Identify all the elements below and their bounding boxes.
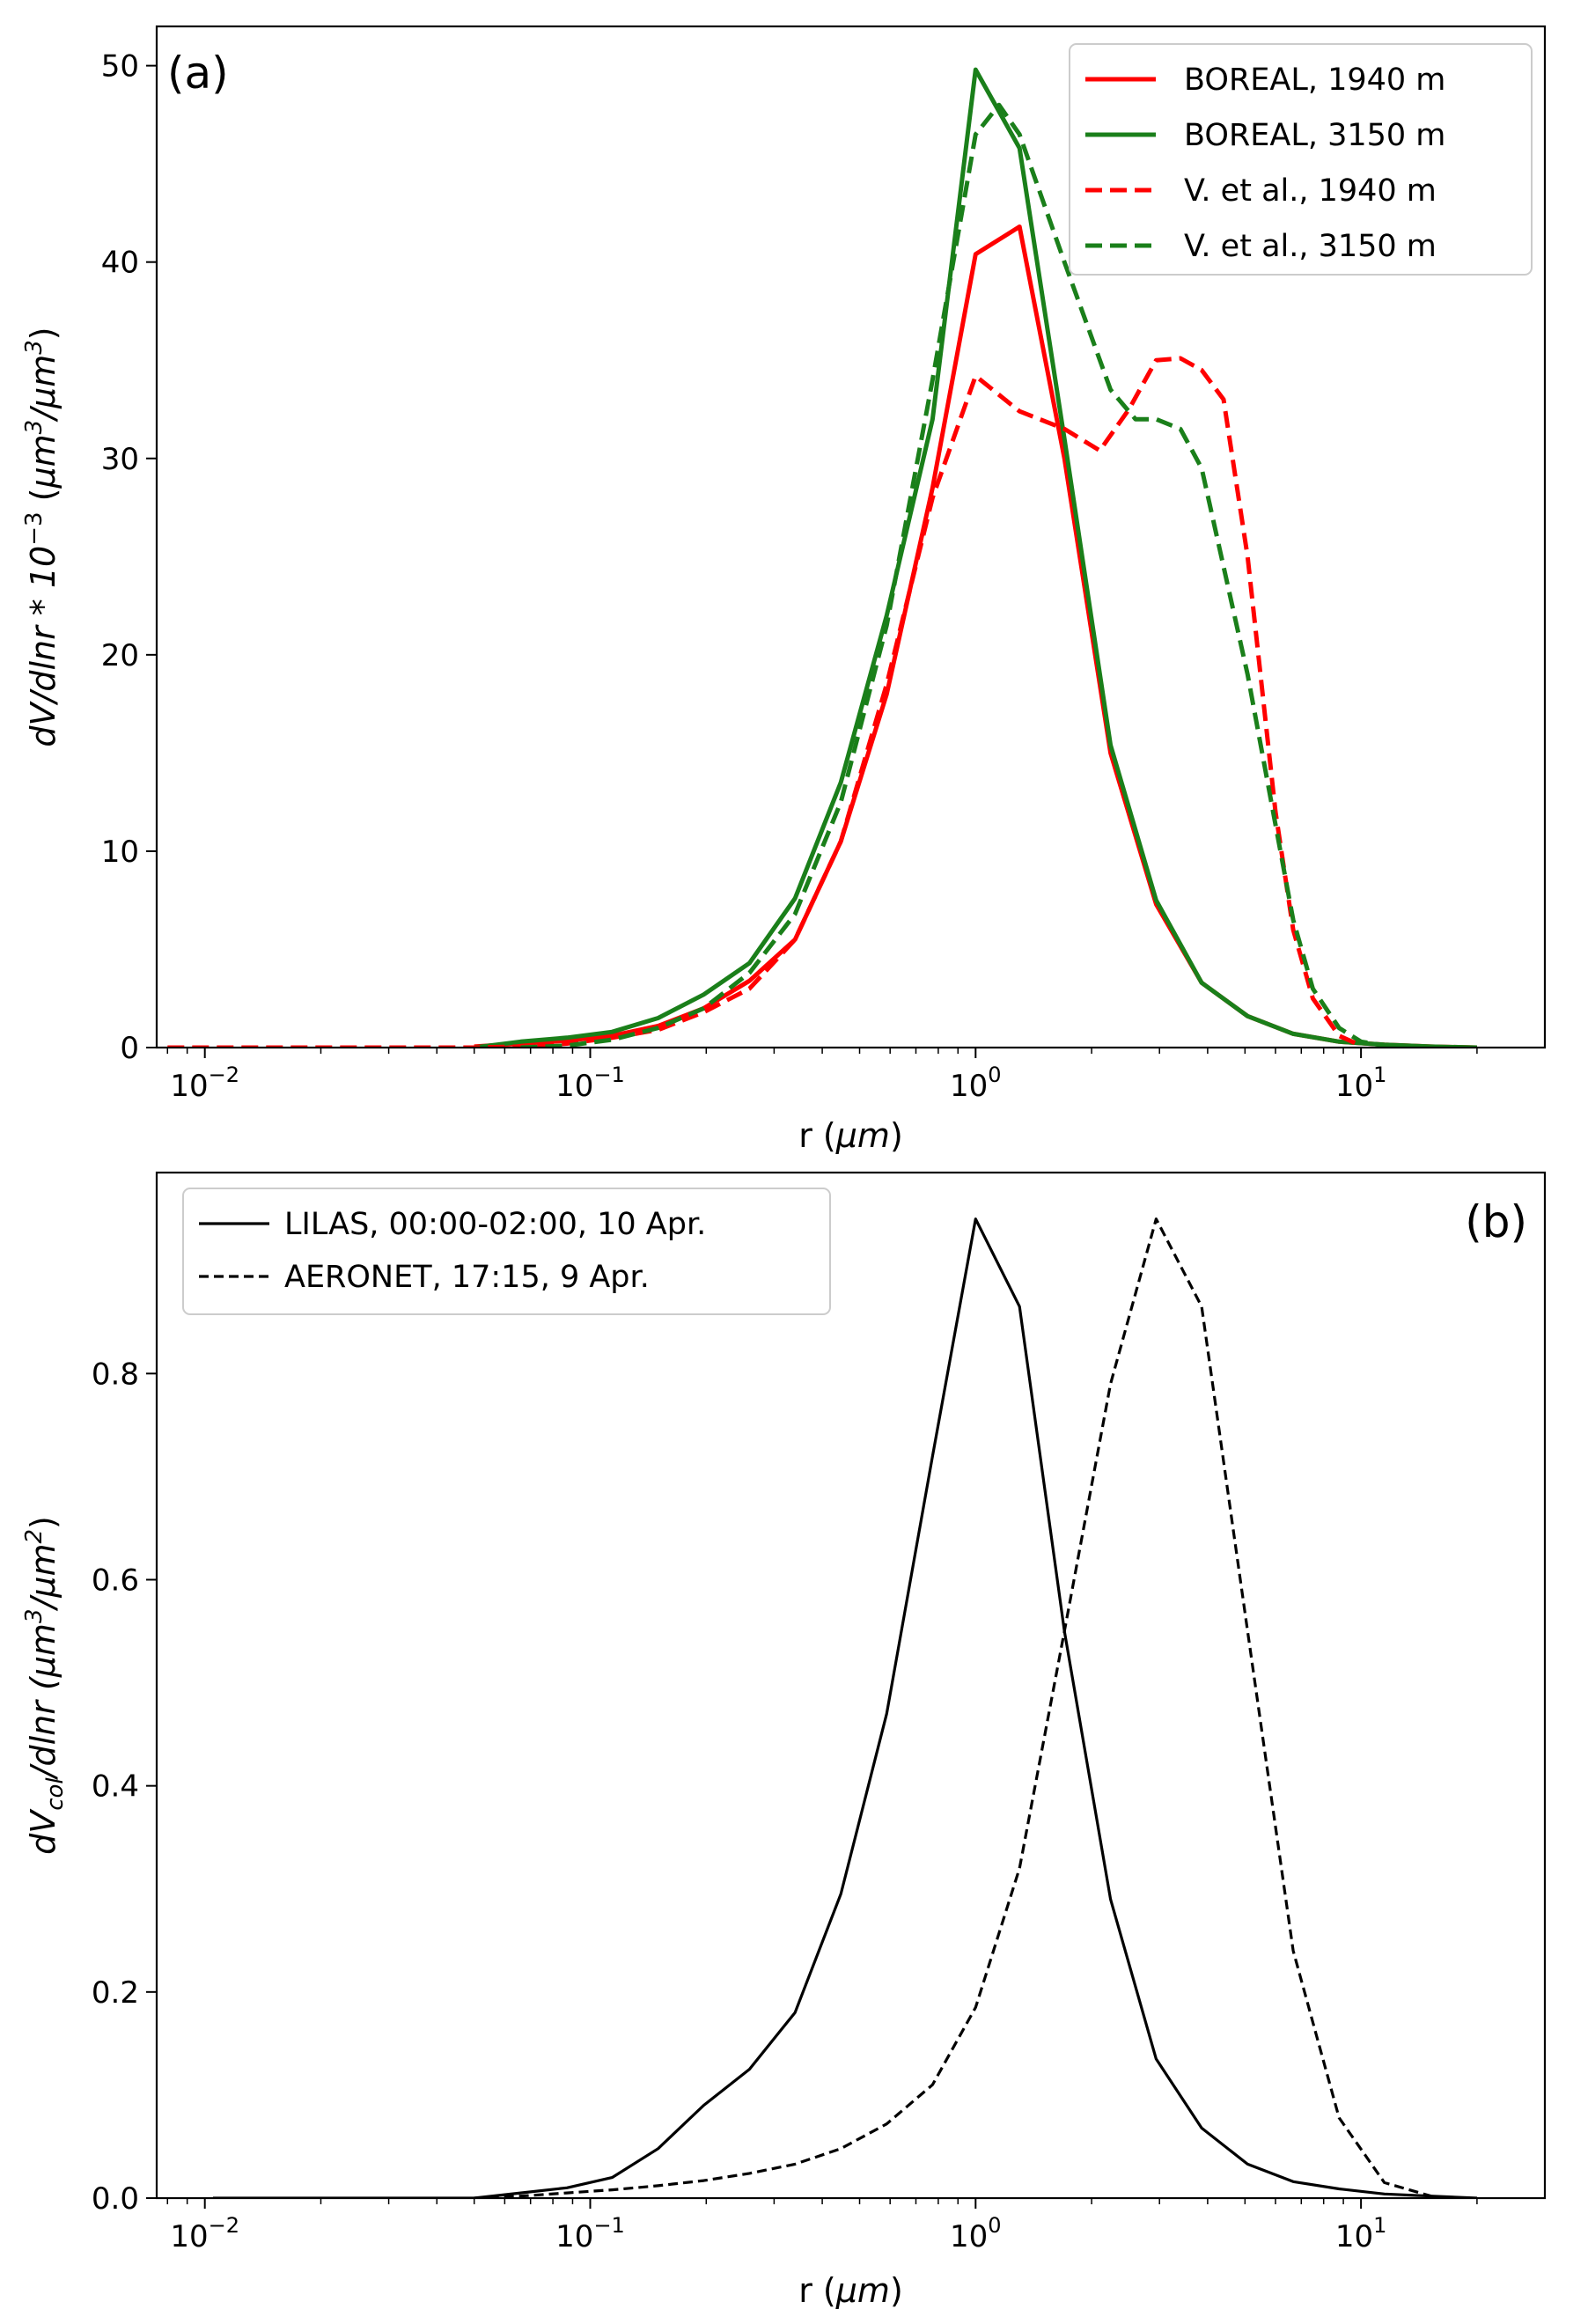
panel-a-series-line-2 xyxy=(474,67,1477,1048)
panel-b-series-group xyxy=(213,1217,1477,2198)
panel-b-x-tick-label-1: 10−2 xyxy=(170,2213,239,2254)
panel-b-chart: 10−2 10−1 100 101 0.0 0.2 0.4 0.6 0.8 r (μm) dVcol… xyxy=(21,1171,1547,2310)
panel-a-y-tick-label-1: 0 xyxy=(120,1031,139,1066)
panel-b-y-axis-label: dVcol/dlnr (μm3/μm2) xyxy=(21,1516,69,1855)
panel-a-axes-frame xyxy=(155,25,1547,1049)
panel-a-x-tick-label-2: 10−1 xyxy=(555,1063,625,1104)
panel-a-y-tick-label-6: 50 xyxy=(101,49,139,85)
panel-a-x-tick-label-1: 10−2 xyxy=(170,1063,239,1104)
panel-a-x-tick-label-3: 100 xyxy=(950,1063,1002,1104)
panel-a-y-tick-label-4: 30 xyxy=(101,442,139,477)
panel-a-y-tick-label-2: 10 xyxy=(101,835,139,870)
panel-a-legend-label-1: BOREAL, 1940 m xyxy=(1184,63,1445,98)
panel-b-series-line-2 xyxy=(474,1217,1432,2198)
panel-a-y-tick-label-5: 40 xyxy=(101,246,139,281)
panel-b-x-tick-label-4: 101 xyxy=(1335,2213,1387,2254)
panel-b-panel-label: (b) xyxy=(1465,1196,1527,1247)
panel-b-y-tick-label-3: 0.4 xyxy=(92,1769,139,1805)
panel-b-y-tick-label-1: 0.0 xyxy=(92,2181,139,2217)
panel-a-legend: BOREAL, 1940 m BOREAL, 3150 m V. et al., 1… xyxy=(1069,43,1533,276)
panel-b-y-tick-label-5: 0.8 xyxy=(92,1357,139,1392)
panel-a-legend-label-4: V. et al., 3150 m xyxy=(1184,229,1437,264)
panel-b-axes-frame xyxy=(155,1171,1547,2200)
panel-b-legend-label-1: LILAS, 00:00-02:00, 10 Apr. xyxy=(284,1207,706,1242)
panel-b-y-tick-label-4: 0.6 xyxy=(92,1563,139,1598)
panel-a-panel-label: (a) xyxy=(167,48,229,99)
panel-b-legend-label-2: AERONET, 17:15, 9 Apr. xyxy=(284,1260,650,1295)
panel-a-series-line-3 xyxy=(167,356,1363,1048)
panel-b-legend: LILAS, 00:00-02:00, 10 Apr. AERONET, 17:1… xyxy=(182,1188,831,1315)
panel-b-x-tick-label-2: 10−1 xyxy=(555,2213,625,2254)
panel-a-series-group xyxy=(167,67,1477,1048)
panel-a-legend-label-2: BOREAL, 3150 m xyxy=(1184,118,1445,153)
panel-a-legend-box xyxy=(1069,43,1533,276)
panel-a-y-axis-label: dV/dlnr * 10−3 (μm3/μm3) xyxy=(21,327,62,746)
panel-a-x-axis-label: r (μm) xyxy=(798,1116,903,1155)
panel-a-x-tick-label-4: 101 xyxy=(1335,1063,1387,1104)
panel-b-legend-box xyxy=(182,1188,831,1315)
panel-a-series-line-4 xyxy=(520,102,1386,1048)
panel-a-y-tick-label-3: 20 xyxy=(101,638,139,673)
panel-b-series-line-1 xyxy=(213,1217,1477,2198)
panel-b-y-tick-label-2: 0.2 xyxy=(92,1975,139,2011)
panel-a-legend-label-3: V. et al., 1940 m xyxy=(1184,173,1437,209)
panel-b-x-axis-label: r (μm) xyxy=(798,2271,903,2310)
panel-b-x-tick-label-3: 100 xyxy=(950,2213,1002,2254)
